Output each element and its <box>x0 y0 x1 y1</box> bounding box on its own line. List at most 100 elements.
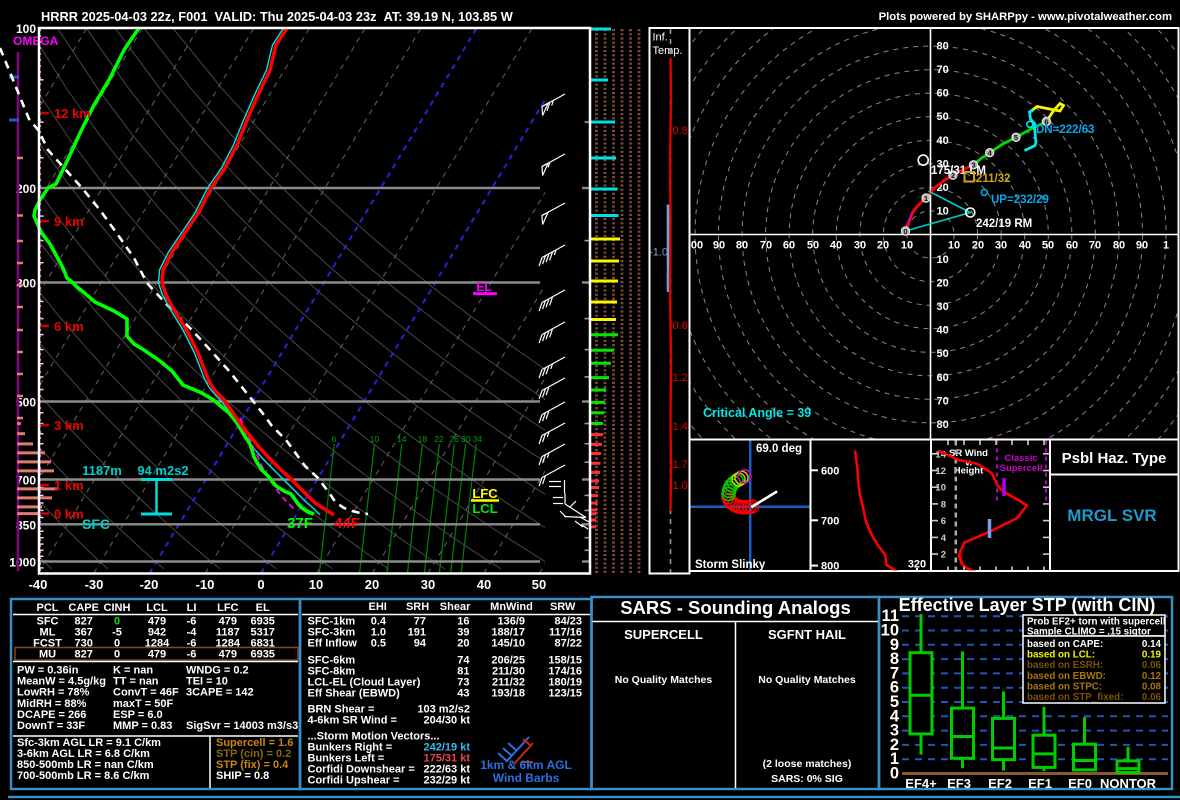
svg-text:20: 20 <box>937 278 949 290</box>
svg-text:Corfidi Downshear =: Corfidi Downshear = <box>308 764 415 776</box>
svg-text:69.0 deg: 69.0 deg <box>756 443 802 455</box>
svg-text:73: 73 <box>457 677 469 689</box>
svg-text:40: 40 <box>937 135 949 147</box>
svg-text:0: 0 <box>114 616 120 628</box>
svg-text:0.06: 0.06 <box>1142 660 1162 671</box>
svg-text:20: 20 <box>457 638 469 650</box>
svg-text:-6: -6 <box>187 649 197 661</box>
svg-text:4-6km SR Wind =: 4-6km SR Wind = <box>308 715 397 727</box>
svg-text:50: 50 <box>807 240 819 252</box>
svg-text:730: 730 <box>75 638 93 650</box>
svg-text:EF0: EF0 <box>1068 776 1092 791</box>
svg-text:300: 300 <box>16 277 36 291</box>
svg-text:MU: MU <box>39 649 56 661</box>
svg-text:6831: 6831 <box>250 638 274 650</box>
svg-text:80: 80 <box>937 419 949 431</box>
svg-text:6: 6 <box>332 434 337 444</box>
svg-text:DN=222/63: DN=222/63 <box>1036 124 1095 136</box>
svg-text:44F: 44F <box>334 515 360 532</box>
svg-text:No Quality Matches: No Quality Matches <box>615 674 713 686</box>
svg-text:(2 loose matches): (2 loose matches) <box>763 758 852 770</box>
svg-text:0.08: 0.08 <box>1142 681 1162 692</box>
svg-text:SFC-6km: SFC-6km <box>308 655 356 667</box>
svg-text:479: 479 <box>219 649 237 661</box>
svg-text:850-500mb LR = nan C/km: 850-500mb LR = nan C/km <box>17 759 154 771</box>
svg-text:20: 20 <box>877 240 889 252</box>
svg-text:LFC: LFC <box>217 602 238 614</box>
svg-text:EF4+: EF4+ <box>905 776 937 791</box>
svg-text:WNDG = 0.2: WNDG = 0.2 <box>186 665 249 677</box>
svg-text:50: 50 <box>937 111 949 123</box>
svg-text:STP (fix) = 0.4: STP (fix) = 0.4 <box>216 759 289 771</box>
svg-text:EL: EL <box>476 280 491 294</box>
svg-text:LFC: LFC <box>472 486 498 501</box>
svg-text:242/19 RM: 242/19 RM <box>976 218 1032 230</box>
svg-text:EF2: EF2 <box>988 776 1012 791</box>
svg-text:4: 4 <box>941 533 947 544</box>
svg-text:1187m: 1187m <box>82 463 122 478</box>
svg-text:50: 50 <box>1042 240 1054 252</box>
svg-text:EL: EL <box>256 602 270 614</box>
svg-text:0.14: 0.14 <box>1142 639 1162 650</box>
svg-text:LCL: LCL <box>146 602 168 614</box>
svg-text:8: 8 <box>941 499 946 510</box>
svg-text:60: 60 <box>937 372 949 384</box>
svg-text:Bunkers Left =: Bunkers Left = <box>308 753 385 765</box>
svg-text:SFC-8km: SFC-8km <box>308 666 356 678</box>
svg-text:22: 22 <box>434 434 444 444</box>
svg-text:TT = nan: TT = nan <box>113 676 159 688</box>
svg-text:maxT = 50F: maxT = 50F <box>113 698 174 710</box>
svg-text:211/32: 211/32 <box>492 677 525 689</box>
svg-text:0: 0 <box>257 577 264 592</box>
svg-text:0 km: 0 km <box>54 507 84 522</box>
svg-text:MRGL SVR: MRGL SVR <box>1067 506 1156 525</box>
svg-text:5317: 5317 <box>250 627 274 639</box>
svg-text:5: 5 <box>1014 133 1018 142</box>
svg-text:Critical Angle = 39: Critical Angle = 39 <box>703 406 811 420</box>
svg-text:SUPERCELL: SUPERCELL <box>624 627 703 642</box>
svg-text:LowRH = 78%: LowRH = 78% <box>17 687 90 699</box>
svg-text:1.4: 1.4 <box>673 421 688 433</box>
svg-text:827: 827 <box>75 649 93 661</box>
svg-text:EHI: EHI <box>369 601 387 613</box>
svg-text:SR Wind: SR Wind <box>949 448 988 459</box>
svg-text:Shear: Shear <box>440 601 471 613</box>
svg-text:1km & 6km AGL: 1km & 6km AGL <box>480 758 572 772</box>
svg-text:Bunkers Right =: Bunkers Right = <box>308 742 393 754</box>
svg-text:12: 12 <box>935 466 946 477</box>
svg-text:SFC-1km: SFC-1km <box>308 616 356 628</box>
svg-text:TEI = 10: TEI = 10 <box>186 676 228 688</box>
svg-text:60: 60 <box>1066 240 1078 252</box>
svg-text:4: 4 <box>988 149 993 158</box>
svg-text:80: 80 <box>937 41 949 53</box>
svg-text:100: 100 <box>16 22 36 36</box>
svg-text:0.12: 0.12 <box>1142 671 1162 682</box>
svg-text:1284: 1284 <box>216 638 241 650</box>
svg-text:Eff Inflow: Eff Inflow <box>308 638 358 650</box>
svg-text:9: 9 <box>890 636 899 654</box>
svg-text:479: 479 <box>148 616 166 628</box>
svg-text:1: 1 <box>924 194 928 203</box>
svg-text:40: 40 <box>937 325 949 337</box>
svg-text:LCL-EL (Cloud Layer): LCL-EL (Cloud Layer) <box>308 677 421 689</box>
svg-text:Inf.: Inf. <box>653 32 668 44</box>
svg-text:211/32: 211/32 <box>976 173 1011 185</box>
svg-text:0.4: 0.4 <box>371 616 387 628</box>
svg-text:2: 2 <box>951 171 955 180</box>
svg-text:-4: -4 <box>187 627 198 639</box>
svg-text:-30: -30 <box>85 577 104 592</box>
svg-text:based on STP_fixed:: based on STP_fixed: <box>1027 692 1123 703</box>
svg-text:40: 40 <box>477 577 491 592</box>
svg-text:HRRR 2025-04-03 22z, F001 VAL: HRRR 2025-04-03 22z, F001 VALID: Thu 202… <box>41 9 514 24</box>
svg-text:74: 74 <box>457 655 470 667</box>
svg-text:18: 18 <box>418 434 428 444</box>
svg-text:30: 30 <box>937 158 949 170</box>
svg-text:20: 20 <box>972 240 984 252</box>
svg-text:SRW: SRW <box>550 601 576 613</box>
svg-text:158/15: 158/15 <box>548 655 582 667</box>
svg-text:70: 70 <box>937 64 949 76</box>
svg-text:10: 10 <box>881 622 899 640</box>
svg-text:MeanW = 4.5g/kg: MeanW = 4.5g/kg <box>17 676 106 688</box>
svg-text:12 km: 12 km <box>54 106 91 121</box>
svg-text:26: 26 <box>449 434 459 444</box>
